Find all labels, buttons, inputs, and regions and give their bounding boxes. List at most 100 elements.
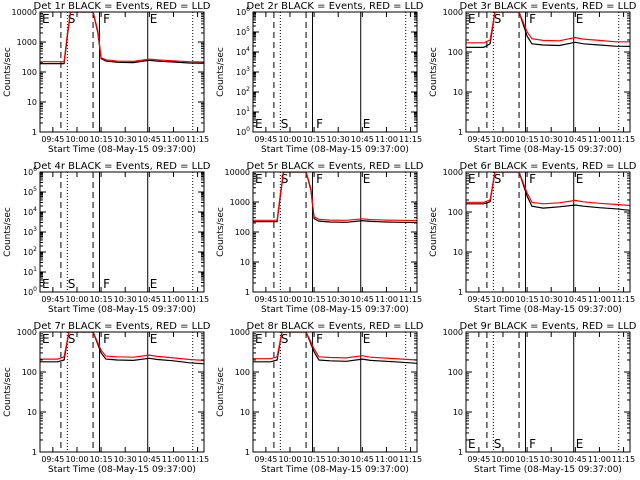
x-tick-label: 10:45: [351, 455, 374, 464]
event-marker: E: [150, 12, 158, 26]
y-tick-label: 100: [235, 368, 250, 377]
x-tick-label: 09:45: [41, 295, 64, 304]
x-tick-label: 11:15: [612, 135, 635, 144]
x-tick-label: 10:30: [540, 455, 563, 464]
plot-frame: [465, 331, 631, 453]
y-tick-label: 100: [448, 48, 463, 57]
y-axis-label: Counts/sec: [3, 47, 13, 97]
plot-frame: [465, 11, 631, 133]
y-tick-label: 1000: [443, 328, 463, 337]
y-tick-label: 104: [23, 206, 37, 217]
x-tick-label: 10:00: [278, 455, 301, 464]
x-tick-label: 11:15: [399, 135, 422, 144]
plot-frame: [465, 171, 631, 293]
event-marker: F: [316, 332, 323, 346]
y-tick-label: 100: [236, 126, 250, 137]
event-marker: S: [68, 277, 76, 291]
y-tick-label: 100: [22, 368, 37, 377]
event-marker: E: [363, 117, 371, 131]
event-marker: S: [281, 332, 289, 346]
x-tick-label: 11:15: [186, 295, 209, 304]
x-tick-label: 10:00: [65, 135, 88, 144]
x-axis-label: Start Time (08-May-15 09:37:00): [474, 145, 622, 155]
event-marker: E: [468, 172, 476, 186]
x-tick-label: 10:30: [327, 295, 350, 304]
y-tick-label: 100: [22, 68, 37, 77]
y-tick-label: 10000: [225, 168, 250, 177]
x-tick-label: 11:00: [588, 295, 611, 304]
event-marker: E: [150, 277, 158, 291]
x-tick-label: 10:45: [351, 295, 374, 304]
x-tick-label: 09:45: [41, 135, 64, 144]
y-axis-label: Counts/sec: [429, 47, 439, 97]
panel-title: Det 2r BLACK = Events, RED = LLD: [247, 1, 424, 12]
x-tick-label: 10:00: [278, 135, 301, 144]
event-marker: S: [281, 172, 289, 186]
event-marker: E: [255, 117, 263, 131]
x-tick-label: 11:00: [162, 135, 185, 144]
series-line-events: [466, 172, 630, 211]
event-marker: S: [494, 172, 502, 186]
x-tick-label: 10:30: [327, 455, 350, 464]
event-marker: F: [316, 172, 323, 186]
event-marker: E: [42, 277, 50, 291]
y-tick-label: 100: [23, 286, 37, 297]
y-axis-label: Counts/sec: [216, 207, 226, 257]
y-tick-label: 1000: [230, 198, 250, 207]
y-tick-label: 105: [236, 26, 250, 37]
panel-title: Det 6r BLACK = Events, RED = LLD: [460, 161, 637, 172]
event-marker: S: [494, 12, 502, 26]
x-tick-label: 09:45: [467, 455, 490, 464]
x-tick-label: 11:15: [399, 455, 422, 464]
x-tick-label: 09:45: [254, 135, 277, 144]
y-tick-label: 102: [23, 246, 37, 257]
x-tick-label: 10:15: [303, 455, 326, 464]
event-marker: E: [42, 12, 50, 26]
x-tick-label: 10:00: [491, 295, 514, 304]
y-tick-label: 1: [245, 448, 250, 457]
event-marker: E: [363, 332, 371, 346]
x-axis-label: Start Time (08-May-15 09:37:00): [261, 465, 409, 475]
y-tick-label: 10: [453, 248, 463, 257]
x-tick-label: 11:00: [162, 455, 185, 464]
event-marker: F: [529, 437, 536, 451]
plot-frame: [39, 331, 205, 453]
x-tick-label: 10:30: [327, 135, 350, 144]
x-axis-label: Start Time (08-May-15 09:37:00): [261, 145, 409, 155]
plot-frame: [39, 11, 205, 133]
x-tick-label: 11:15: [186, 135, 209, 144]
x-tick-label: 11:00: [375, 455, 398, 464]
x-tick-label: 10:45: [564, 135, 587, 144]
x-tick-label: 10:00: [278, 295, 301, 304]
plot-frame: [252, 11, 418, 133]
x-tick-label: 09:45: [467, 295, 490, 304]
event-marker: F: [529, 172, 536, 186]
x-tick-label: 11:15: [186, 455, 209, 464]
x-tick-label: 10:30: [114, 295, 137, 304]
y-tick-label: 1000: [17, 38, 37, 47]
x-tick-label: 09:45: [254, 455, 277, 464]
y-tick-label: 1: [458, 288, 463, 297]
event-marker: E: [363, 172, 371, 186]
y-tick-label: 10: [240, 258, 250, 267]
series-line-events: [466, 12, 630, 48]
event-marker: E: [576, 12, 584, 26]
x-tick-label: 10:45: [564, 455, 587, 464]
event-marker: F: [529, 12, 536, 26]
x-axis-label: Start Time (08-May-15 09:37:00): [474, 465, 622, 475]
x-axis-label: Start Time (08-May-15 09:37:00): [48, 465, 196, 475]
panel-4: Det 4r BLACK = Events, RED = LLD E S F E 09:4…: [3, 161, 211, 315]
panel-title: Det 9r BLACK = Events, RED = LLD: [460, 321, 637, 332]
y-tick-label: 105: [23, 186, 37, 197]
x-tick-label: 10:15: [90, 455, 113, 464]
plot-frame: [39, 171, 205, 293]
x-tick-label: 10:30: [540, 135, 563, 144]
x-tick-label: 11:00: [162, 295, 185, 304]
panel-title: Det 5r BLACK = Events, RED = LLD: [247, 161, 424, 172]
event-marker: E: [468, 12, 476, 26]
series-line-lld: [253, 172, 417, 222]
